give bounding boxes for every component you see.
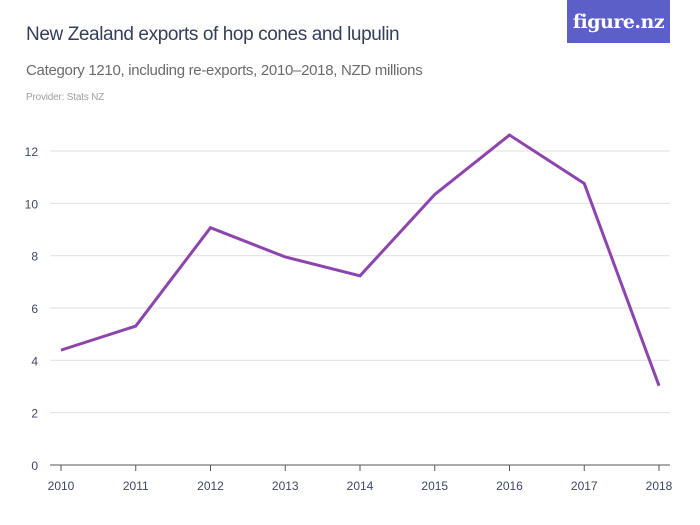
y-tick-label: 0 bbox=[31, 459, 38, 473]
x-tick-label: 2017 bbox=[571, 479, 598, 493]
provider-label: Provider: Stats NZ bbox=[26, 92, 105, 103]
x-tick-label: 2015 bbox=[421, 479, 448, 493]
y-tick-label: 6 bbox=[31, 302, 38, 316]
x-tick-label: 2018 bbox=[646, 479, 673, 493]
series-line bbox=[60, 133, 661, 387]
chart-subtitle: Category 1210, including re-exports, 201… bbox=[26, 62, 423, 79]
x-tick-label: 2014 bbox=[347, 479, 374, 493]
x-tick-label: 2012 bbox=[197, 479, 224, 493]
x-tick-label: 2016 bbox=[496, 479, 523, 493]
y-tick-label: 10 bbox=[25, 197, 39, 211]
figure-nz-logo[interactable]: figure.nz bbox=[567, 0, 670, 43]
y-tick-label: 12 bbox=[25, 145, 39, 159]
y-tick-label: 4 bbox=[31, 354, 38, 368]
y-tick-label: 8 bbox=[31, 250, 38, 264]
x-tick-label: 2010 bbox=[48, 479, 75, 493]
x-tick-label: 2013 bbox=[272, 479, 299, 493]
x-tick-label: 2011 bbox=[123, 479, 149, 493]
chart-title: New Zealand exports of hop cones and lup… bbox=[26, 24, 400, 45]
y-tick-label: 2 bbox=[31, 407, 38, 421]
